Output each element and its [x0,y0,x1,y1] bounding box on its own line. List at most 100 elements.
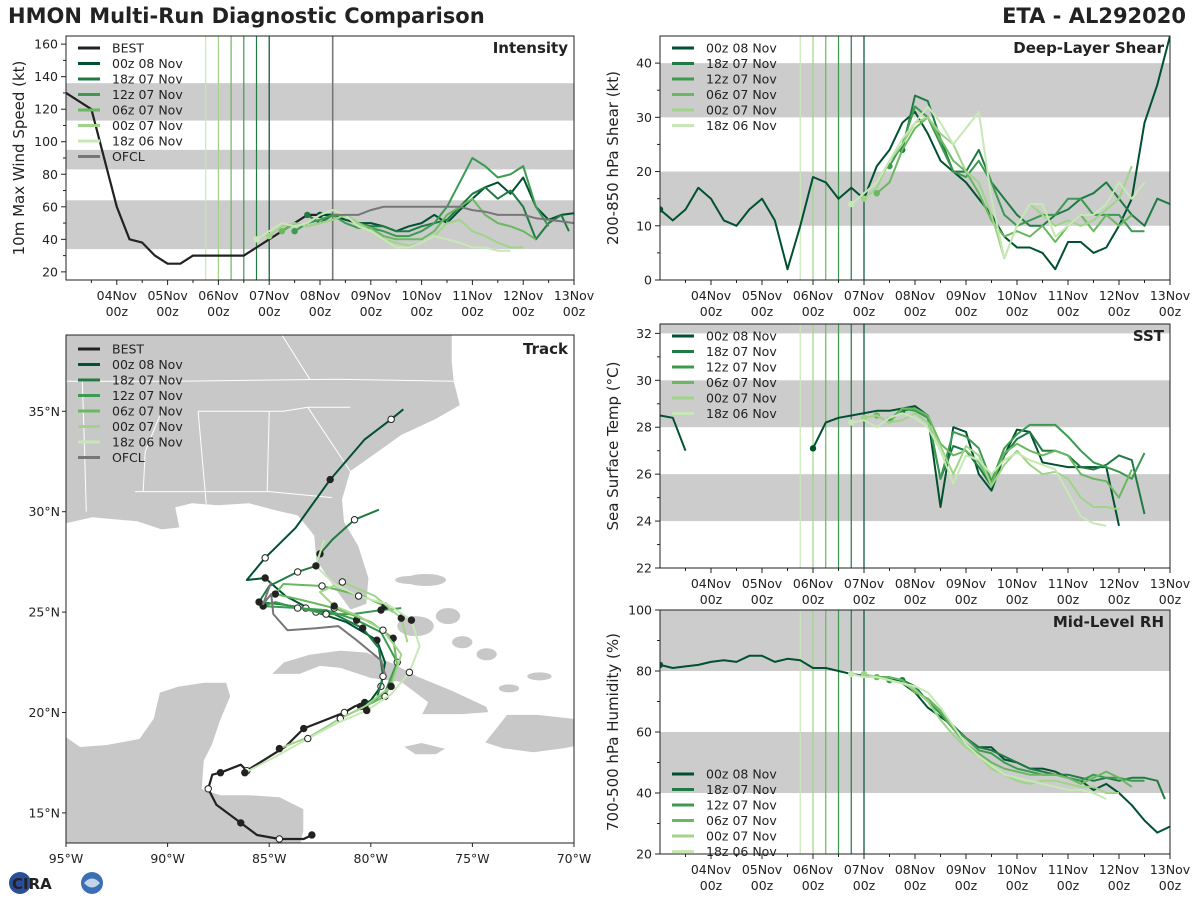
track-legend-label: OFCL [112,450,145,465]
intensity-legend-label: 00z 08 Nov [112,56,183,71]
shear-legend-label: 06z 07 Nov [706,87,777,102]
track-point [304,734,312,743]
intensity-ytick-label: 120 [34,102,58,117]
shear-xtick-hour: 00z [751,304,774,319]
cira-logo-icon: CIRA [9,872,103,894]
shear-xtick-hour: 00z [802,304,825,319]
track-ytick-label: 25°N [28,605,60,620]
intensity-init-point [253,236,260,243]
intensity-xtick-date: 13Nov [554,288,595,303]
shear-ytick-label: 30 [636,110,652,125]
track-title: Track [523,340,569,358]
sst-panel: 22242628303204Nov00z05Nov00z06Nov00z07No… [604,323,1191,607]
track-point [261,574,269,582]
sst-series-line [876,407,1133,499]
rh-xtick-hour: 00z [802,878,825,893]
intensity-ytick-label: 60 [42,199,58,214]
intensity-legend-label: 00z 07 Nov [112,118,183,133]
intensity-xtick-date: 12Nov [503,288,544,303]
rh-xtick-date: 08Nov [895,862,936,877]
shear-ytick-label: 20 [636,164,652,179]
sst-series-line [888,407,1146,483]
track-point [379,626,387,634]
track-point [275,744,284,753]
rh-xtick-date: 13Nov [1150,862,1191,877]
sst-xtick-date: 04Nov [691,576,732,591]
sst-init-point [809,445,817,452]
rh-legend-label: 18z 07 Nov [706,782,777,797]
sst-band [660,380,1170,428]
track-point [350,516,359,524]
rh-xtick-date: 09Nov [946,862,987,877]
sst-band [660,474,1170,522]
shear-title: Deep-Layer Shear [1013,39,1164,57]
rh-xtick-date: 12Nov [1099,862,1140,877]
intensity-xtick-hour: 00z [461,304,484,319]
sst-xtick-hour: 00z [751,592,774,607]
sst-band [660,324,1170,334]
sst-series-line [863,412,1120,511]
track-xtick-label: 70°W [557,851,592,866]
intensity-init-point [278,228,286,235]
shear-xtick-date: 10Nov [997,288,1038,303]
rh-xtick-hour: 00z [1159,878,1182,893]
shear-series-line [660,36,1170,271]
rh-ylabel: 700-500 hPa Humidity (%) [604,633,622,831]
intensity-title: Intensity [493,39,569,57]
intensity-legend-label: 18z 07 Nov [112,72,183,87]
state-border [266,411,270,492]
rh-xtick-date: 07Nov [844,862,885,877]
land-bahamas [435,608,461,625]
track-point [293,604,302,612]
sst-legend-label: 00z 08 Nov [706,329,777,344]
shear-xtick-hour: 00z [853,304,876,319]
land-bahamas [527,672,552,681]
track-point [363,706,371,715]
sst-xtick-date: 12Nov [1099,576,1140,591]
track-point [241,769,249,777]
rh-xtick-date: 11Nov [1048,862,1089,877]
sst-legend-label: 18z 06 Nov [706,406,777,421]
intensity-legend-label: OFCL [112,149,145,164]
sst-ylabel: Sea Surface Temp (°C) [604,361,622,530]
rh-series-group [660,654,1170,834]
intensity-panel: 2040608010012014016004Nov00z05Nov00z06No… [10,35,595,319]
shear-xtick-date: 12Nov [1099,288,1140,303]
shear-series-group [660,36,1170,271]
sst-legend-label: 18z 07 Nov [706,344,777,359]
rh-legend-label: 00z 07 Nov [706,829,777,844]
rh-init-point [660,661,664,669]
track-point [322,610,330,618]
intensity-ytick-label: 20 [42,264,58,279]
intensity-ytick-label: 140 [34,69,58,84]
shear-init-point [873,190,880,197]
sst-xtick-hour: 00z [853,592,876,607]
land-bahamas [395,575,424,584]
sst-xtick-hour: 00z [904,592,927,607]
sst-ytick-label: 26 [636,467,652,482]
intensity-xtick-hour: 00z [360,304,383,319]
track-xtick-label: 85°W [252,851,287,866]
track-line [244,539,421,774]
intensity-xtick-date: 11Nov [452,288,493,303]
intensity-xtick-hour: 00z [207,304,230,319]
sst-ytick-label: 24 [636,514,652,529]
intensity-xtick-hour: 00z [156,304,179,319]
track-point [293,568,302,576]
rh-xtick-date: 04Nov [691,862,732,877]
intensity-ytick-label: 80 [42,167,58,182]
sst-xtick-date: 09Nov [946,576,987,591]
rh-xtick-hour: 00z [853,878,876,893]
sst-ytick-label: 28 [636,420,652,435]
shear-xtick-date: 04Nov [691,288,732,303]
track-panel: 95°W 90°W 85°W 80°W 75°W 70°W 15°N 20°N 25°N 30°N… [28,334,592,866]
intensity-legend-label: 12z 07 Nov [112,87,183,102]
state-border [135,491,333,499]
shear-legend-label: 00z 07 Nov [706,103,777,118]
track-legend-label: 00z 07 Nov [112,419,183,434]
rh-xtick-hour: 00z [700,878,723,893]
sst-xtick-date: 06Nov [793,576,834,591]
intensity-ytick-label: 40 [42,232,58,247]
state-border [66,378,455,382]
shear-xtick-date: 09Nov [946,288,987,303]
